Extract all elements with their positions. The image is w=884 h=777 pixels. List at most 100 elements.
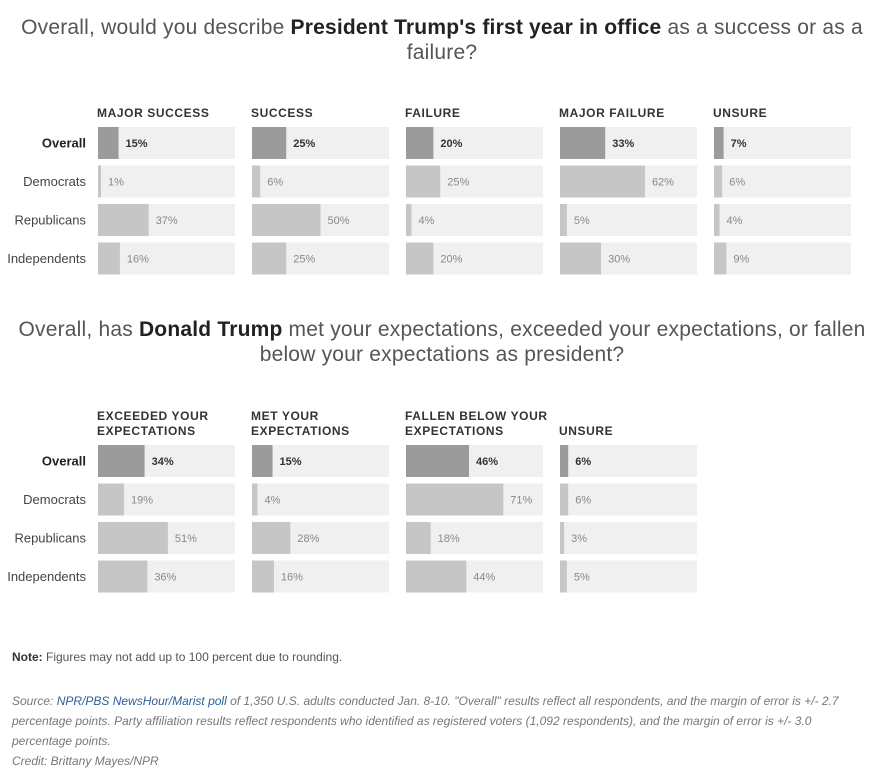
chart1-value-label-unsure-republicans: 4% — [726, 215, 742, 227]
chart1-bar-failure-overall — [406, 127, 434, 159]
chart1-track-major-success-democrats — [98, 165, 235, 198]
chart1-value-label-failure-republicans: 4% — [418, 215, 434, 227]
chart1-value-label-success-overall: 25% — [293, 138, 315, 150]
chart1-row-label-republicans: Republicans — [14, 213, 86, 228]
chart2-bar-fallen-below-your-expectations-overall — [406, 445, 470, 477]
chart1-value-label-major-failure-republicans: 5% — [574, 215, 590, 227]
chart2-bar-exceeded-your-expectations-independents — [98, 560, 148, 593]
chart1-bar-unsure-republicans — [714, 204, 720, 236]
chart2-value-label-unsure-democrats: 6% — [575, 495, 591, 507]
chart1-row-label-independents: Independents — [7, 251, 86, 266]
chart2-value-label-met-your-expectations-overall: 15% — [280, 456, 302, 468]
chart1-value-label-major-success-republicans: 37% — [156, 215, 178, 227]
chart1-bar-major-failure-overall — [560, 127, 606, 159]
chart1-title-pre: Overall, would you describe — [21, 16, 291, 39]
chart2-column-header-fallen-below-your-expectations: FALLEN BELOW YOUR — [405, 409, 548, 423]
chart1-bar-success-overall — [252, 127, 287, 159]
chart2-value-label-met-your-expectations-republicans: 28% — [297, 533, 319, 545]
chart1-bar-success-independents — [252, 242, 287, 275]
chart1-value-label-major-failure-independents: 30% — [608, 254, 630, 266]
chart2-bar-fallen-below-your-expectations-republicans — [406, 522, 431, 554]
chart1-value-label-success-republicans: 50% — [328, 215, 350, 227]
chart2-track-unsure-republicans — [560, 522, 697, 554]
chart2-value-label-fallen-below-your-expectations-independents: 44% — [473, 572, 495, 584]
chart1-value-label-unsure-democrats: 6% — [729, 177, 745, 189]
chart1-track-unsure-democrats — [714, 165, 851, 198]
chart1-value-label-success-independents: 25% — [293, 254, 315, 266]
chart1-column-header-success: SUCCESS — [251, 106, 313, 120]
chart2-bar-fallen-below-your-expectations-democrats — [406, 483, 504, 516]
chart1-bar-major-failure-independents — [560, 242, 602, 275]
chart2-value-label-unsure-independents: 5% — [574, 572, 590, 584]
source: Source: NPR/PBS NewsHour/Marist poll of … — [12, 691, 862, 751]
chart2-bar-unsure-overall — [560, 445, 569, 477]
chart2-title-bold: Donald Trump — [138, 318, 283, 341]
chart1-column-header-major-failure: MAJOR FAILURE — [559, 106, 665, 120]
chart1-track-unsure-overall — [714, 127, 851, 159]
chart1-value-label-failure-overall: 20% — [440, 138, 462, 150]
chart2-value-label-met-your-expectations-independents: 16% — [281, 572, 303, 584]
chart2-value-label-unsure-republicans: 3% — [571, 533, 587, 545]
chart1-value-label-success-democrats: 6% — [267, 177, 283, 189]
chart2-bar-met-your-expectations-independents — [252, 560, 274, 593]
chart1-bar-unsure-independents — [714, 242, 727, 275]
chart1-value-label-failure-democrats: 25% — [447, 177, 469, 189]
chart2-value-label-fallen-below-your-expectations-republicans: 18% — [438, 533, 460, 545]
chart1-bar-major-failure-democrats — [560, 165, 645, 198]
chart1-track-major-success-overall — [98, 127, 235, 159]
chart2-value-label-exceeded-your-expectations-overall: 34% — [152, 456, 174, 468]
chart1-value-label-unsure-overall: 7% — [731, 138, 747, 150]
chart1-column-header-failure: FAILURE — [405, 106, 461, 120]
source-link[interactable]: NPR/PBS NewsHour/Marist poll — [56, 694, 227, 708]
chart2-bar-unsure-republicans — [560, 522, 565, 554]
chart1-track-unsure-independents — [714, 242, 851, 275]
source-text: of 1,350 U.S. adults conducted Jan. 8-10… — [12, 694, 839, 748]
chart2-row-label-overall: Overall — [42, 454, 86, 469]
chart1-title-post: as a success or as a failure? — [406, 16, 863, 64]
chart2-bar-met-your-expectations-republicans — [252, 522, 291, 554]
chart2-bar-unsure-independents — [560, 560, 567, 593]
chart1-bar-success-republicans — [252, 204, 321, 236]
chart2-column-header-exceeded-your-expectations: EXCEEDED YOUR — [97, 409, 209, 423]
chart2-track-met-your-expectations-democrats — [252, 483, 389, 516]
chart1-value-label-major-success-democrats: 1% — [108, 177, 124, 189]
chart1-bar-unsure-overall — [714, 127, 724, 159]
chart1-title: Overall, would you describe President Tr… — [0, 15, 884, 65]
chart1-track-failure-republicans — [406, 204, 543, 236]
chart1-track-unsure-republicans — [714, 204, 851, 236]
chart1-bar-unsure-democrats — [714, 165, 723, 198]
chart2-bar-fallen-below-your-expectations-independents — [406, 560, 467, 593]
chart1-grid: MAJOR SUCCESS SUCCESS FAILURE MAJOR FAILURE… — [7, 106, 851, 275]
chart2-bar-exceeded-your-expectations-democrats — [98, 483, 125, 516]
chart1-bar-major-success-overall — [98, 127, 119, 159]
chart2-bar-exceeded-your-expectations-republicans — [98, 522, 168, 554]
chart2-row-label-democrats: Democrats — [23, 492, 86, 507]
chart1-bar-major-success-independents — [98, 242, 120, 275]
chart1-bar-failure-independents — [406, 242, 434, 275]
chart1-track-success-democrats — [252, 165, 389, 198]
chart2-bar-met-your-expectations-democrats — [252, 483, 258, 516]
chart2-title-post: met your expectations, exceeded your exp… — [259, 318, 866, 366]
chart2-column-header-fallen-below-your-expectations: EXPECTATIONS — [405, 424, 504, 438]
chart2-bar-exceeded-your-expectations-overall — [98, 445, 145, 477]
chart2-value-label-met-your-expectations-democrats: 4% — [264, 495, 280, 507]
note-text: Figures may not add up to 100 percent du… — [42, 650, 343, 664]
chart2-value-label-fallen-below-your-expectations-democrats: 71% — [510, 495, 532, 507]
chart1-row-label-democrats: Democrats — [23, 174, 86, 189]
chart2-row-label-independents: Independents — [7, 569, 86, 584]
chart2-title-pre: Overall, has — [18, 318, 139, 341]
chart2-column-header-unsure: UNSURE — [559, 424, 613, 438]
chart1-value-label-failure-independents: 20% — [440, 254, 462, 266]
chart1-bar-success-democrats — [252, 165, 261, 198]
chart1-title-bold: President Trump's first year in office — [290, 16, 662, 39]
chart2-track-unsure-independents — [560, 560, 697, 593]
chart1-track-major-failure-republicans — [560, 204, 697, 236]
chart1-value-label-major-success-independents: 16% — [127, 254, 149, 266]
chart1-bar-major-success-republicans — [98, 204, 149, 236]
chart2-value-label-fallen-below-your-expectations-overall: 46% — [476, 456, 498, 468]
chart2-bar-met-your-expectations-overall — [252, 445, 273, 477]
chart2-track-unsure-democrats — [560, 483, 697, 516]
chart1-bar-failure-democrats — [406, 165, 441, 198]
chart1-track-major-success-independents — [98, 242, 235, 275]
